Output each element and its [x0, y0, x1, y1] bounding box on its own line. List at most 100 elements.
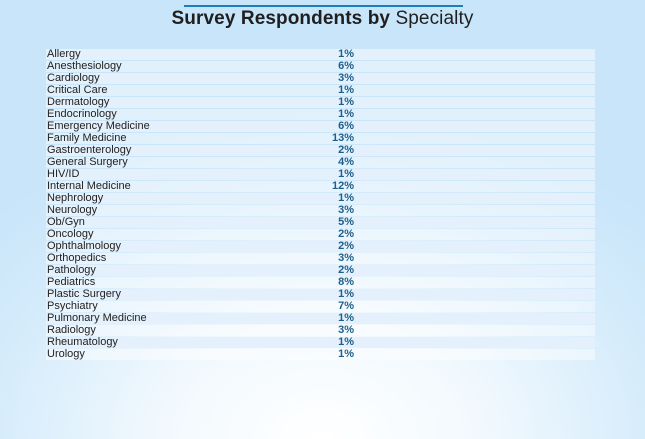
specialty-label: Anesthesiology	[47, 60, 122, 72]
table-row: Family Medicine 13%	[46, 132, 595, 144]
row-band	[46, 313, 595, 324]
specialty-label: Oncology	[47, 228, 94, 240]
specialty-label: Rheumatology	[47, 336, 118, 348]
specialty-percent: 5%	[338, 216, 354, 228]
specialty-label: Cardiology	[47, 72, 100, 84]
table-row: Plastic Surgery 1%	[46, 288, 595, 300]
specialty-label: Pediatrics	[47, 276, 96, 288]
specialty-label: HIV/ID	[47, 168, 80, 180]
table-row: HIV/ID 1%	[46, 168, 595, 180]
row-band	[46, 97, 595, 108]
specialty-table: Allergy 1% Anesthesiology 6% Cardiology 3% Cri…	[46, 48, 595, 360]
specialty-label: Internal Medicine	[47, 180, 131, 192]
specialty-percent: 3%	[338, 72, 354, 84]
row-band	[46, 241, 595, 252]
table-row: Oncology 2%	[46, 228, 595, 240]
table-row: Cardiology 3%	[46, 72, 595, 84]
row-band	[46, 169, 595, 180]
chart-title-bold: Survey Respondents by	[171, 8, 391, 29]
specialty-label: General Surgery	[47, 156, 128, 168]
specialty-label: Urology	[47, 348, 85, 360]
specialty-percent: 6%	[338, 60, 354, 72]
specialty-label: Family Medicine	[47, 132, 127, 144]
specialty-percent: 1%	[338, 168, 354, 180]
row-band	[46, 193, 595, 204]
row-band	[46, 229, 595, 240]
specialty-label: Radiology	[47, 324, 96, 336]
specialty-label: Nephrology	[47, 192, 104, 204]
specialty-percent: 12%	[331, 180, 354, 192]
table-row: Urology 1%	[46, 348, 595, 360]
row-band	[46, 289, 595, 300]
specialty-percent: 1%	[338, 348, 354, 360]
table-row: Pediatrics 8%	[46, 276, 595, 288]
specialty-percent: 2%	[338, 228, 354, 240]
chart-title-light: Specialty	[395, 8, 474, 29]
table-row: Dermatology 1%	[46, 96, 595, 108]
row-band	[46, 217, 595, 228]
table-row: Internal Medicine 12%	[46, 180, 595, 192]
table-row: Gastroenterology 2%	[46, 144, 595, 156]
row-band	[46, 337, 595, 348]
table-row: Radiology 3%	[46, 324, 595, 336]
specialty-label: Orthopedics	[47, 252, 107, 264]
specialty-percent: 3%	[338, 252, 354, 264]
row-band	[46, 49, 595, 60]
specialty-percent: 1%	[338, 108, 354, 120]
row-band	[46, 301, 595, 312]
row-band	[46, 157, 595, 168]
specialty-label: Critical Care	[47, 84, 108, 96]
specialty-percent: 1%	[338, 48, 354, 60]
specialty-percent: 1%	[338, 336, 354, 348]
table-row: Neurology 3%	[46, 204, 595, 216]
specialty-label: Pulmonary Medicine	[47, 312, 147, 324]
specialty-percent: 1%	[338, 192, 354, 204]
specialty-percent: 2%	[338, 264, 354, 276]
row-band	[46, 265, 595, 276]
table-row: Rheumatology 1%	[46, 336, 595, 348]
specialty-percent: 13%	[331, 132, 354, 144]
specialty-percent: 1%	[338, 84, 354, 96]
specialty-label: Plastic Surgery	[47, 288, 121, 300]
table-row: Ophthalmology 2%	[46, 240, 595, 252]
specialty-percent: 3%	[338, 204, 354, 216]
specialty-percent: 1%	[338, 288, 354, 300]
specialty-label: Pathology	[47, 264, 96, 276]
specialty-label: Emergency Medicine	[47, 120, 150, 132]
table-row: Orthopedics 3%	[46, 252, 595, 264]
row-band	[46, 61, 595, 72]
specialty-label: Dermatology	[47, 96, 110, 108]
row-band	[46, 109, 595, 120]
table-row: Pulmonary Medicine 1%	[46, 312, 595, 324]
specialty-percent: 3%	[338, 324, 354, 336]
specialty-label: Endocrinology	[47, 108, 117, 120]
row-band	[46, 277, 595, 288]
title-accent-bar	[184, 5, 463, 7]
specialty-label: Ob/Gyn	[47, 216, 85, 228]
table-row: General Surgery 4%	[46, 156, 595, 168]
specialty-percent: 2%	[338, 144, 354, 156]
specialty-label: Gastroenterology	[47, 144, 132, 156]
table-row: Emergency Medicine 6%	[46, 120, 595, 132]
table-row: Nephrology 1%	[46, 192, 595, 204]
specialty-label: Neurology	[47, 204, 98, 216]
row-band	[46, 181, 595, 192]
table-row: Endocrinology 1%	[46, 108, 595, 120]
table-row: Anesthesiology 6%	[46, 60, 595, 72]
row-band	[46, 73, 595, 84]
chart-title: Survey Respondents by Specialty	[0, 8, 645, 30]
specialty-percent: 7%	[338, 300, 354, 312]
specialty-label: Psychiatry	[47, 300, 98, 312]
specialty-percent: 6%	[338, 120, 354, 132]
table-row: Ob/Gyn 5%	[46, 216, 595, 228]
row-band	[46, 349, 595, 360]
row-band	[46, 253, 595, 264]
specialty-percent: 1%	[338, 96, 354, 108]
specialty-label: Allergy	[47, 48, 81, 60]
table-row: Pathology 2%	[46, 264, 595, 276]
specialty-percent: 1%	[338, 312, 354, 324]
specialty-percent: 8%	[338, 276, 354, 288]
table-row: Critical Care 1%	[46, 84, 595, 96]
specialty-percent: 4%	[338, 156, 354, 168]
row-band	[46, 121, 595, 132]
